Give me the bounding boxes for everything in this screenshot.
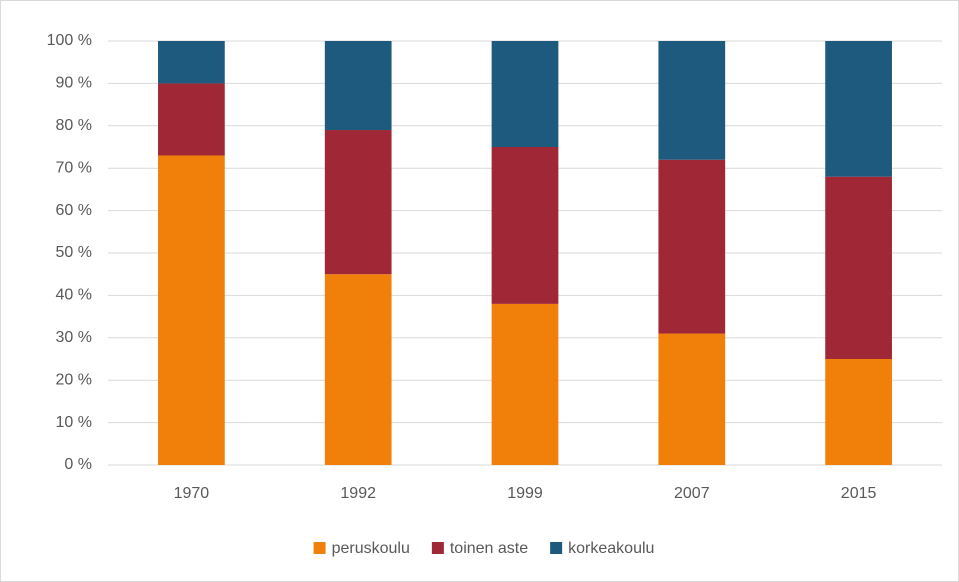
y-tick-label: 80 % — [56, 117, 92, 134]
y-tick-label: 90 % — [56, 75, 92, 92]
bar-segment — [324, 130, 392, 275]
x-tick-label: 2015 — [841, 485, 877, 502]
x-tick-label: 1992 — [340, 485, 376, 502]
y-tick-label: 50 % — [56, 244, 92, 261]
y-tick-label: 30 % — [56, 329, 92, 346]
bar-segment — [324, 274, 392, 465]
bar-segment — [658, 159, 726, 334]
bar-segment — [825, 41, 892, 177]
y-tick-label: 70 % — [56, 159, 92, 176]
bar-segment — [491, 303, 559, 465]
y-tick-label: 20 % — [56, 371, 92, 388]
y-tick-label: 40 % — [56, 287, 92, 304]
x-tick-label: 1970 — [174, 485, 210, 502]
legend-label: peruskoulu — [332, 540, 410, 557]
y-tick-label: 0 % — [64, 456, 92, 473]
legend-swatch — [431, 542, 444, 554]
y-tick-label: 100 % — [47, 32, 92, 49]
bar-segment — [158, 83, 225, 156]
bar-segment — [158, 41, 225, 84]
y-tick-label: 60 % — [56, 202, 92, 219]
legend-swatch — [313, 542, 326, 554]
bar-segment — [158, 155, 225, 466]
bar-segment — [825, 176, 892, 359]
bar-segment — [825, 359, 892, 465]
legend-swatch — [550, 542, 563, 554]
y-tick-label: 10 % — [56, 414, 92, 431]
x-tick-label: 2007 — [674, 485, 710, 502]
bar-segment — [491, 41, 559, 147]
bar-segment — [658, 333, 726, 465]
bar-segment — [491, 147, 559, 304]
bar-segment — [658, 41, 726, 160]
x-tick-label: 1999 — [507, 485, 543, 502]
legend-label: korkeakoulu — [568, 540, 654, 557]
legend-label: toinen aste — [450, 540, 528, 557]
bar-segment — [324, 41, 392, 131]
